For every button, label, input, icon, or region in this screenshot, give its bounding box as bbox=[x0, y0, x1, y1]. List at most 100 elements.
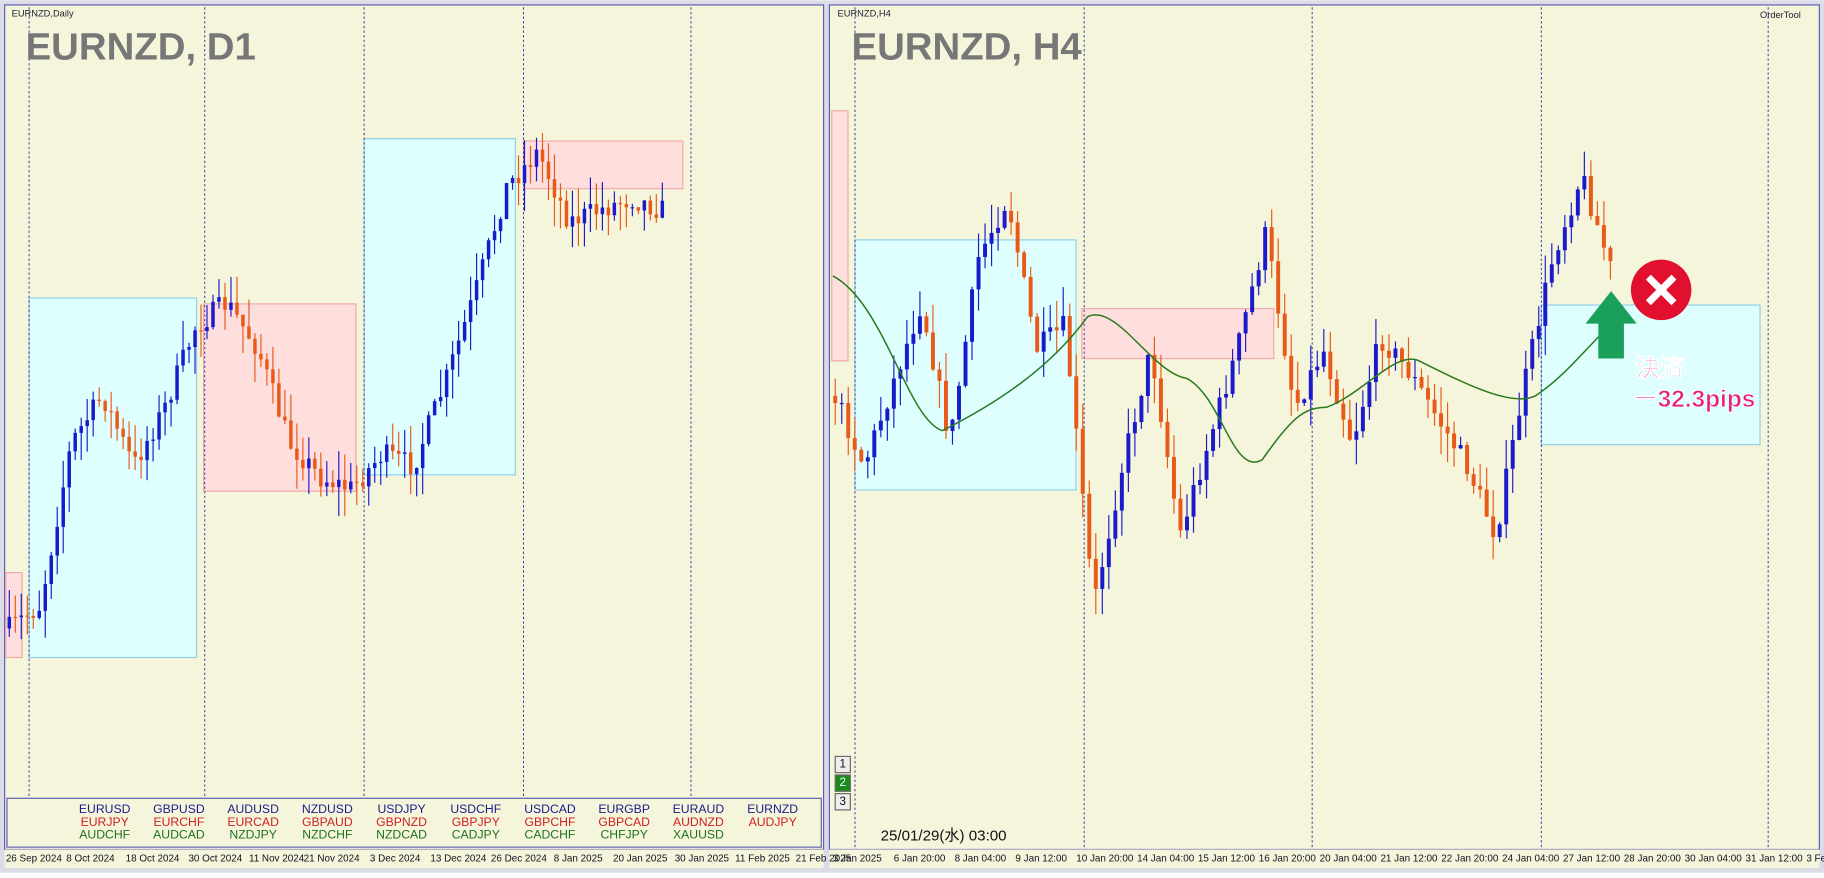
candle-body bbox=[1145, 354, 1150, 397]
candle-body bbox=[1061, 315, 1066, 331]
date-label: 11 Nov 2024 bbox=[249, 853, 305, 864]
candle-body bbox=[79, 426, 83, 433]
date-label: 27 Jan 12:00 bbox=[1563, 853, 1621, 864]
candle-body bbox=[271, 369, 275, 384]
symbol-link[interactable]: NZDCAD bbox=[376, 828, 427, 842]
candle-body bbox=[1243, 312, 1248, 334]
candle-body bbox=[642, 200, 647, 211]
symbol-link[interactable]: USDJPY bbox=[377, 802, 425, 816]
date-label: 8 Jan 2025 bbox=[554, 853, 603, 864]
candle-body bbox=[1360, 406, 1365, 432]
symbol-link[interactable]: AUDCAD bbox=[153, 828, 205, 842]
candle-body bbox=[516, 177, 521, 184]
candle-body bbox=[522, 165, 527, 184]
candle-body bbox=[1549, 264, 1554, 283]
candle-body bbox=[193, 330, 197, 347]
candle-body bbox=[492, 231, 497, 241]
candle-body bbox=[1132, 422, 1137, 434]
symbol-link[interactable]: NZDCHF bbox=[302, 828, 352, 842]
candle-body bbox=[223, 297, 227, 310]
symbol-link[interactable]: GBPNZD bbox=[376, 815, 427, 829]
candle-body bbox=[1289, 355, 1294, 390]
candle-body bbox=[1517, 415, 1522, 440]
symbol-link[interactable]: NZDUSD bbox=[302, 802, 353, 816]
candle-body bbox=[833, 395, 838, 404]
symbol-link[interactable]: EURJPY bbox=[81, 815, 129, 829]
candle-body bbox=[408, 452, 413, 475]
candle-body bbox=[55, 526, 59, 556]
candle-body bbox=[1263, 227, 1268, 271]
symbol-link[interactable]: AUDNZD bbox=[673, 815, 724, 829]
date-label: 21 Nov 2024 bbox=[304, 853, 361, 864]
candle-body bbox=[1399, 348, 1404, 362]
candle-body bbox=[319, 468, 323, 487]
candle-body bbox=[373, 463, 377, 469]
candle-body bbox=[229, 302, 233, 310]
candle-body bbox=[337, 479, 341, 488]
symbol-link[interactable]: USDCHF bbox=[450, 802, 501, 816]
candle-body bbox=[1087, 493, 1092, 559]
zone-box bbox=[363, 138, 516, 476]
symbol-link[interactable]: XAUUSD bbox=[673, 828, 724, 842]
candle-body bbox=[1126, 433, 1131, 473]
page-label[interactable]: 1 bbox=[840, 758, 846, 771]
candle-body bbox=[343, 479, 347, 490]
symbol-link[interactable]: GBPCHF bbox=[525, 815, 576, 829]
candle-body bbox=[846, 402, 851, 439]
candle-body bbox=[378, 461, 383, 464]
candle-body bbox=[43, 584, 47, 611]
symbol-link[interactable]: AUDJPY bbox=[749, 815, 797, 829]
candle-body bbox=[1217, 397, 1222, 430]
date-label: 6 Jan 20:00 bbox=[894, 853, 946, 864]
symbol-link[interactable]: GBPJPY bbox=[452, 815, 500, 829]
symbol-link[interactable]: AUDCHF bbox=[79, 828, 130, 842]
candle-body bbox=[1419, 377, 1424, 388]
right-plot bbox=[831, 7, 1769, 848]
candle-body bbox=[1510, 439, 1515, 469]
symbol-link[interactable]: USDCAD bbox=[524, 802, 576, 816]
candle-body bbox=[1556, 250, 1561, 265]
symbol-link[interactable]: EURAUD bbox=[673, 802, 725, 816]
candle-body bbox=[450, 354, 455, 370]
candle-body bbox=[1432, 399, 1437, 414]
candle-body bbox=[1608, 247, 1613, 262]
right-tab[interactable]: EURNZD,H4 bbox=[838, 9, 891, 19]
left-tab[interactable]: EURNZD,Daily bbox=[12, 9, 74, 19]
symbol-link[interactable]: CHFJPY bbox=[600, 828, 647, 842]
candle-body bbox=[1536, 325, 1541, 340]
candle-body bbox=[983, 243, 988, 258]
symbol-link[interactable]: CADJPY bbox=[452, 828, 500, 842]
candle-body bbox=[1276, 261, 1281, 314]
symbol-link[interactable]: GBPCAD bbox=[598, 815, 650, 829]
candle-body bbox=[865, 457, 870, 462]
symbol-link[interactable]: AUDUSD bbox=[227, 802, 279, 816]
candle-body bbox=[402, 452, 407, 454]
candle-body bbox=[1373, 344, 1378, 382]
candle-body bbox=[648, 200, 653, 215]
symbol-link[interactable]: GBPAUD bbox=[302, 815, 353, 829]
symbol-link[interactable]: CADCHF bbox=[525, 828, 576, 842]
candle-body bbox=[498, 219, 503, 232]
symbol-link[interactable]: EURUSD bbox=[79, 802, 131, 816]
symbol-link[interactable]: GBPUSD bbox=[153, 802, 205, 816]
candle-body bbox=[1152, 354, 1157, 379]
symbol-link[interactable]: EURCAD bbox=[227, 815, 279, 829]
symbol-link[interactable]: NZDJPY bbox=[229, 828, 276, 842]
candle-body bbox=[576, 216, 581, 224]
date-label: 8 Jan 04:00 bbox=[955, 853, 1007, 864]
left-title: EURNZD, D1 bbox=[26, 26, 256, 69]
order-tool[interactable]: OrderTool bbox=[1760, 10, 1801, 20]
candle-body bbox=[1465, 445, 1470, 475]
page-button[interactable] bbox=[834, 793, 851, 811]
page-button[interactable] bbox=[834, 774, 851, 792]
symbol-link[interactable]: EURGBP bbox=[598, 802, 650, 816]
page-button[interactable] bbox=[834, 755, 851, 774]
symbol-link[interactable]: EURCHF bbox=[153, 815, 204, 829]
page-label[interactable]: 3 bbox=[840, 795, 846, 808]
symbol-link[interactable]: EURNZD bbox=[747, 802, 798, 816]
candle-body bbox=[331, 482, 335, 488]
page-label[interactable]: 2 bbox=[840, 776, 846, 789]
candle-body bbox=[534, 149, 539, 167]
candle-body bbox=[325, 482, 329, 487]
